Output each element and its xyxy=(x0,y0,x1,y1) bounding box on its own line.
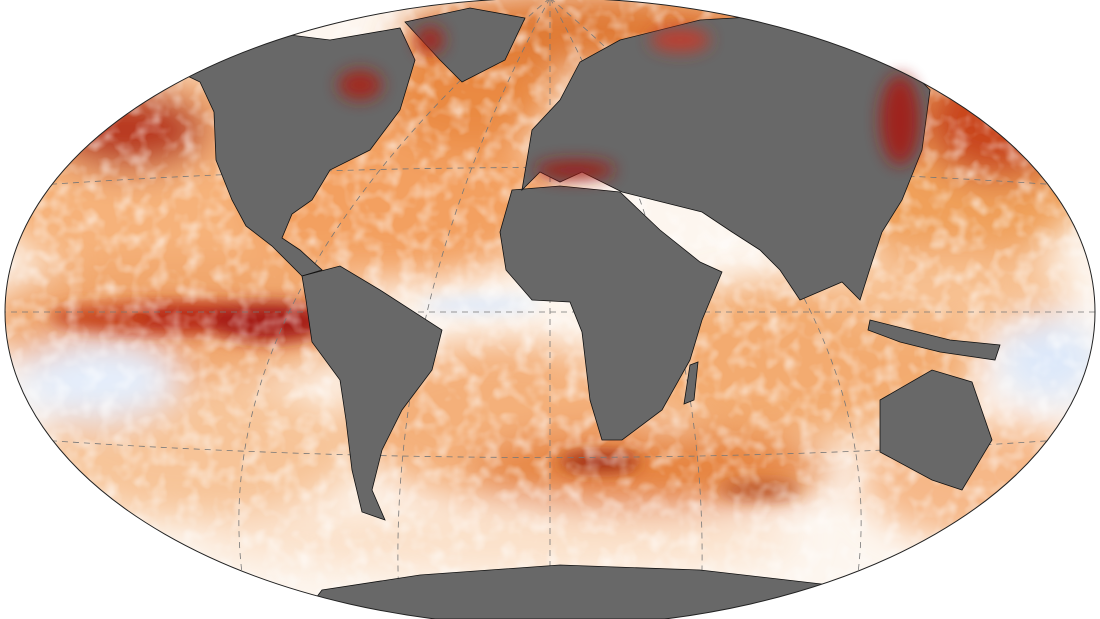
globe-outline xyxy=(4,0,1096,619)
warm-seas xyxy=(338,26,920,180)
indonesia xyxy=(867,319,1001,361)
madagascar xyxy=(683,361,699,405)
eurasia xyxy=(521,13,931,301)
greenland xyxy=(404,7,526,83)
south-america xyxy=(301,265,443,521)
africa xyxy=(499,185,723,441)
australia xyxy=(879,369,993,491)
